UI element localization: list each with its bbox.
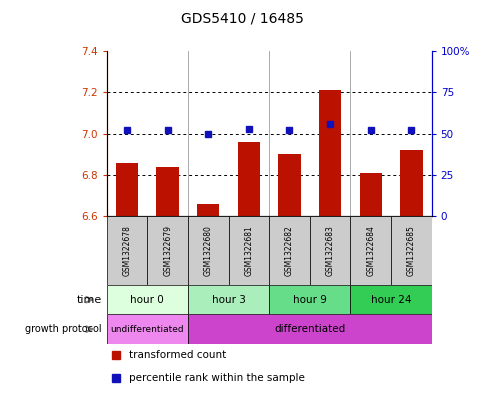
Text: hour 9: hour 9 [292,295,326,305]
Bar [390,216,431,285]
Bar [116,162,138,216]
Text: GSM1322683: GSM1322683 [325,225,334,276]
Bar [278,154,300,216]
Text: hour 0: hour 0 [130,295,164,305]
Bar [349,216,390,285]
Bar [359,173,381,216]
Bar [228,216,269,285]
Bar [349,285,431,314]
Text: GSM1322680: GSM1322680 [203,225,212,276]
Bar [269,216,309,285]
Bar [106,285,188,314]
Text: undifferentiated: undifferentiated [110,325,184,334]
Bar [237,142,259,216]
Text: GSM1322685: GSM1322685 [406,225,415,276]
Text: GSM1322682: GSM1322682 [285,225,293,276]
Bar [147,216,188,285]
Bar [197,204,219,216]
Bar [188,314,431,344]
Text: hour 24: hour 24 [370,295,410,305]
Bar [188,216,228,285]
Text: percentile rank within the sample: percentile rank within the sample [129,373,305,383]
Text: transformed count: transformed count [129,350,226,360]
Bar [269,285,349,314]
Text: GSM1322684: GSM1322684 [365,225,375,276]
Bar [106,314,188,344]
Text: GSM1322679: GSM1322679 [163,225,172,276]
Text: time: time [76,295,102,305]
Bar [156,167,179,216]
Bar [318,90,341,216]
Bar [309,216,349,285]
Bar [399,150,422,216]
Text: hour 3: hour 3 [211,295,245,305]
Text: differentiated: differentiated [273,324,345,334]
Text: GSM1322678: GSM1322678 [122,225,131,276]
Bar [106,216,147,285]
Bar [188,285,269,314]
Text: GDS5410 / 16485: GDS5410 / 16485 [181,12,303,26]
Text: GSM1322681: GSM1322681 [244,225,253,276]
Text: growth protocol: growth protocol [25,324,102,334]
